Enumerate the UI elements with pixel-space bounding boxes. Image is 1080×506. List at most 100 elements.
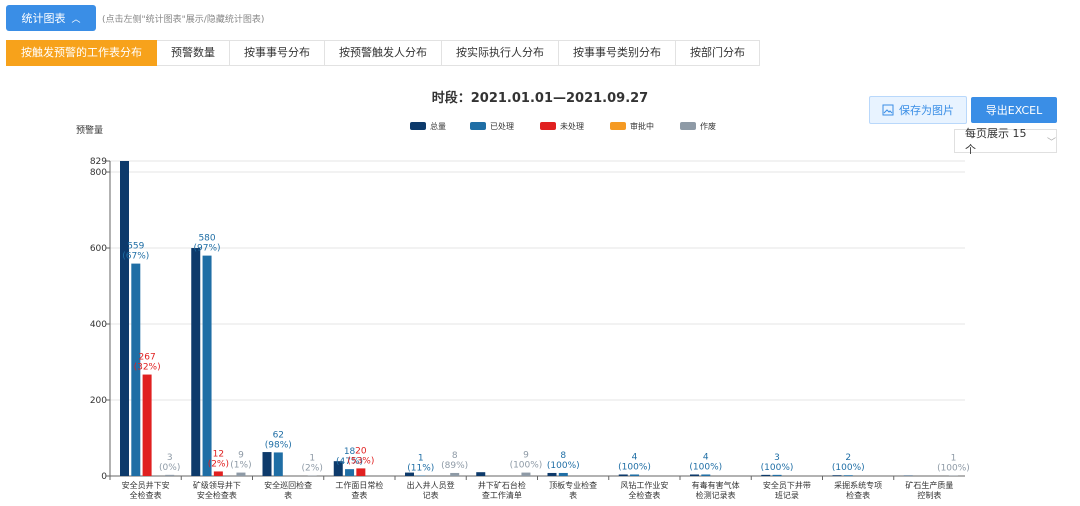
x-tick-label: 全检查表 [130,490,162,500]
tab-item-number[interactable]: 按事事号分布 [230,40,325,66]
data-label-value: 3 [774,453,780,463]
legend-label-4: 作废 [700,121,716,131]
legend-label-1: 已处理 [490,121,514,131]
x-tick-label: 班记录 [775,490,799,500]
bar-6-1 [558,472,568,476]
export-excel-button[interactable]: 导出EXCEL [971,97,1057,123]
save-image-button[interactable]: 保存为图片 [869,96,967,124]
x-tick-label: 出入井人员登 [407,480,455,490]
data-label-value: 1 [309,454,315,464]
tab-warning-count[interactable]: 预警数量 [157,40,230,66]
chevron-down-icon: ﹀ [1046,137,1056,148]
data-label-value: 1 [951,454,957,464]
x-tick-label: 检测记录表 [696,490,736,500]
legend-swatch-3 [610,122,626,130]
x-tick-label: 风钻工作业安 [620,480,668,490]
data-label-percent: (97%) [194,244,221,254]
x-tick-label: 记表 [423,490,439,500]
bar-3-2 [356,468,366,476]
bar-8-0 [690,474,699,476]
data-label-value: 20 [355,446,367,456]
data-label-percent: (11%) [407,464,434,474]
data-label-value: 8 [560,451,566,461]
data-label-percent: (67%) [122,252,149,262]
data-label-percent: (100%) [761,463,794,473]
x-tick-label: 安全员井下安 [122,480,170,490]
data-label-percent: (98%) [265,440,292,450]
chevron-up-icon: ︿ [71,14,81,25]
legend-swatch-4 [680,122,696,130]
page-size-select[interactable]: 每页展示 15 个 ﹀ [954,127,1057,156]
data-label-percent: (47%) [336,457,363,467]
data-label-percent: (100%) [689,462,722,472]
chart-toggle-label: 统计图表 [21,12,66,25]
bar-4-0 [405,472,414,476]
bar-10-1 [843,475,853,476]
bar-0-0 [120,161,129,476]
x-tick-label: 有毒有害气体 [692,480,740,490]
bar-10-0 [832,475,842,476]
data-label-percent: (100%) [618,462,651,472]
data-label-value: 9 [523,451,529,461]
x-tick-label: 采掘系统专项 [834,480,882,490]
y-tick-label: 829 [90,157,107,167]
data-label-value: 559 [127,242,144,252]
x-tick-label: 控制表 [917,490,941,500]
chart-toggle-hint: (点击左侧"统计图表"展示/隐藏统计图表) [102,15,265,25]
tab-worksheet-distribution[interactable]: 按触发预警的工作表分布 [6,40,157,66]
data-label-percent: (1%) [230,461,251,471]
legend-label-0: 总量 [430,121,446,131]
page-size-value: 每页展示 15 个 [965,127,1027,156]
data-label-value: 2 [845,453,851,463]
bar-0-1 [131,263,141,476]
y-tick-label: 400 [90,320,107,330]
x-tick-label: 表 [569,490,577,500]
data-label-value: 12 [213,449,224,459]
data-label-value: 18 [344,447,356,457]
tab-executor[interactable]: 按实际执行人分布 [442,40,559,66]
bar-1-0 [191,248,201,476]
tab-department[interactable]: 按部门分布 [676,40,760,66]
data-label-percent: (89%) [441,461,468,471]
data-label-value: 4 [703,452,709,462]
bar-1-4 [236,472,246,476]
y-tick-label: 200 [90,396,107,406]
bar-6-0 [547,472,557,476]
bar-7-1 [630,474,640,476]
x-tick-label: 安全巡回检查 [264,480,312,490]
data-label-percent: (100%) [937,464,970,474]
legend-label-3: 审批中 [630,121,654,131]
x-tick-label: 检查表 [846,490,870,500]
bar-2-1 [273,452,283,476]
data-label-percent: (100%) [510,461,543,471]
bar-3-0 [333,461,343,476]
bar-9-0 [761,474,771,476]
bar-4-4 [450,472,460,476]
legend-swatch-0 [410,122,426,130]
chart-toggle-button[interactable]: 统计图表 ︿ [6,5,96,31]
data-label-value: 3 [167,453,173,463]
y-axis-label: 预警量 [76,124,103,136]
y-tick-label: 600 [90,244,107,254]
data-label-value: 4 [632,452,638,462]
x-tick-label: 安全员下井带 [763,480,811,490]
x-tick-label: 顶板专业检查 [549,480,597,490]
x-tick-label: 查工作清单 [482,490,522,500]
x-tick-label: 工作面日常检 [335,480,383,490]
data-label-value: 267 [139,353,156,363]
bar-5-0 [476,472,486,476]
tab-item-category[interactable]: 按事事号类别分布 [559,40,676,66]
data-label-percent: (53%) [347,456,374,466]
x-tick-label: 安全检查表 [197,490,237,500]
save-image-label: 保存为图片 [899,104,954,117]
tab-trigger-person[interactable]: 按预警触发人分布 [325,40,442,66]
bar-0-2 [142,374,152,476]
legend-swatch-2 [540,122,556,130]
y-tick-label: 0 [101,472,107,482]
legend-swatch-1 [470,122,486,130]
data-label-percent: (100%) [832,463,865,473]
bar-9-1 [772,474,782,476]
data-label-percent: (2%) [208,459,229,469]
bar-7-0 [618,474,628,476]
x-tick-label: 井下矿石台检 [478,480,526,490]
